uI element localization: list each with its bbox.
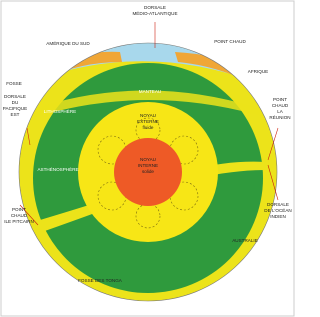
label: LITHOSPHÈRE: [44, 108, 76, 114]
label: MÉDIO-ATLANTIQUE: [132, 10, 177, 16]
label: NOYAU: [140, 157, 156, 162]
label: DORSALE: [144, 5, 166, 10]
label: DORSALE: [4, 94, 26, 99]
label: AUSTRALIE: [232, 238, 258, 243]
label: RÉUNION: [269, 114, 290, 120]
label: FOSSE DES TONGA: [78, 278, 123, 283]
label: EXTERNE: [137, 119, 159, 124]
label: INTERNE: [138, 163, 158, 168]
label: solide: [142, 169, 154, 174]
diagram: DORSALE MÉDIO-ATLANTIQUE AMÉRIQUE DU SUD…: [0, 0, 295, 317]
label: AFRIQUE: [248, 69, 268, 74]
label: EST: [11, 112, 20, 117]
label: DORSALE: [267, 202, 289, 207]
label: POINT: [12, 207, 26, 212]
label: POINT: [273, 97, 287, 102]
label: POINT CHAUD: [214, 39, 246, 44]
label: CHAUD: [272, 103, 289, 108]
label: INDIEN: [270, 214, 286, 219]
label: NOYAU: [140, 113, 156, 118]
label: MANTEAU: [139, 89, 161, 94]
label: CHAUD: [11, 213, 28, 218]
label: fluide: [143, 125, 154, 130]
label: ASTHÉNOSPHÈRE: [37, 166, 78, 172]
label: DE L'OCÉAN: [264, 207, 291, 213]
label: AMÉRIQUE DU SUD: [46, 40, 90, 46]
label: PACIFIQUE: [3, 106, 27, 111]
label: DU: [12, 100, 19, 105]
label: LA: [277, 109, 284, 114]
label: ILE PITCAIRN: [4, 219, 34, 224]
label: FOSSE: [6, 81, 22, 86]
